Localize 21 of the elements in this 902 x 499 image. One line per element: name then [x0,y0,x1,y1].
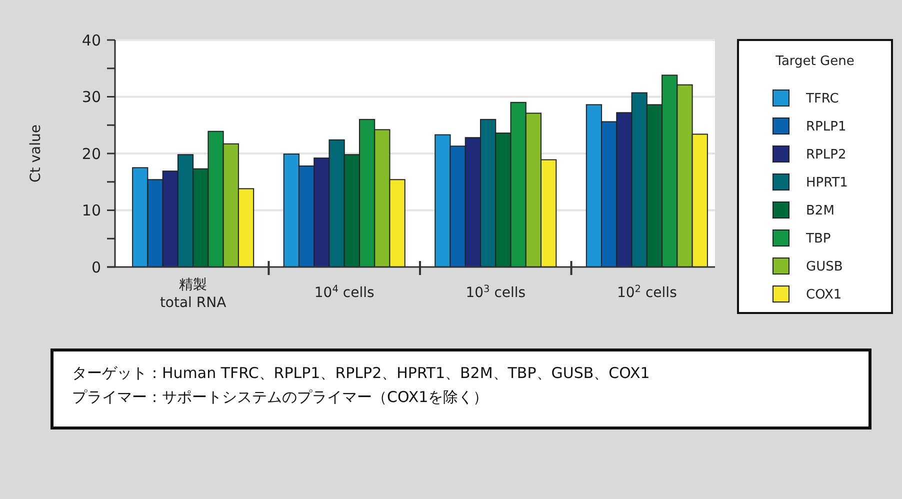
x-tick-label: 精製 total RNA [160,277,227,311]
y-tick-label: 20 [82,144,101,163]
y-axis-title: Ct value [28,124,44,182]
x-tick-label: 10$^{2}$ cells [616,284,677,301]
legend-label: TFRC [805,92,839,107]
y-tick-label: 40 [82,31,101,50]
legend-label: RPLP2 [806,148,846,163]
legend-label: HPRT1 [806,176,848,191]
y-tick-label: 10 [82,202,101,220]
legend-label: GUSB [806,260,843,275]
x-tick-label: 10$^{3}$ cells [466,284,526,301]
x-tick-label: 10$^{4}$ cells [314,284,374,301]
text: プライマー：サポートシステムのプライマー（COX1を除く） [72,388,488,406]
legend-title: Target Gene [774,54,854,69]
y-tick-label: 30 [82,88,101,106]
legend-label: TBP [805,232,831,247]
legend-label: COX1 [806,288,842,303]
legend-label: RPLP1 [806,120,846,135]
legend-label: B2M [806,204,834,219]
text: ターゲット：Human TFRC、RPLP1、RPLP2、HPRT1、B2M、TBP、GUSB、COX1 [72,364,650,382]
y-tick-label: 0 [91,258,101,276]
